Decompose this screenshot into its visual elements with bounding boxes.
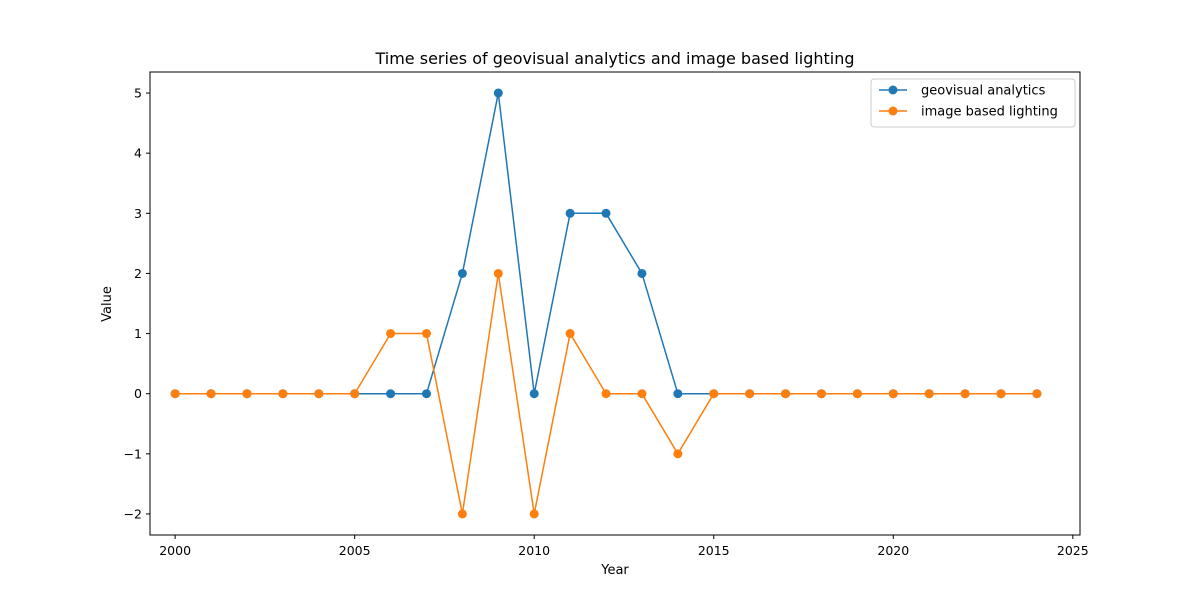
legend-items: geovisual analytics image based lighting: [879, 84, 1058, 120]
data-point: [852, 389, 862, 399]
y-axis-ticks: −2 −1 0 1 2 3 4 5: [124, 86, 150, 521]
x-tick-label: 2025: [1057, 543, 1089, 558]
legend-marker: [888, 106, 898, 116]
data-point: [386, 329, 396, 339]
x-axis-ticks: 2000 2005 2010 2015 2020 2025: [159, 535, 1089, 558]
x-axis-label: Year: [600, 563, 629, 578]
y-tick-label: 5: [134, 86, 142, 101]
x-tick-label: 2015: [698, 543, 730, 558]
series-layer: [170, 88, 1042, 519]
data-point: [601, 389, 611, 399]
y-tick-label: 0: [134, 386, 142, 401]
data-point: [673, 389, 683, 399]
data-point: [924, 389, 934, 399]
data-point: [565, 208, 575, 218]
data-point: [206, 389, 216, 399]
x-tick-label: 2000: [159, 543, 191, 558]
data-point: [565, 329, 575, 339]
y-tick-label: 1: [134, 326, 142, 341]
data-point: [637, 389, 647, 399]
y-axis-label: Value: [100, 286, 115, 322]
legend-label: geovisual analytics: [921, 84, 1046, 99]
legend-label: image based lighting: [921, 105, 1058, 120]
data-point: [888, 389, 898, 399]
data-point: [816, 389, 826, 399]
chart-title: Time series of geovisual analytics and i…: [374, 49, 854, 68]
y-tick-label: 4: [134, 146, 142, 161]
data-point: [278, 389, 288, 399]
data-point: [601, 208, 611, 218]
y-tick-label: 2: [134, 266, 142, 281]
data-point: [781, 389, 791, 399]
data-point: [386, 389, 396, 399]
data-point: [314, 389, 324, 399]
data-point: [350, 389, 360, 399]
x-tick-label: 2005: [339, 543, 371, 558]
data-point: [242, 389, 252, 399]
data-point: [493, 88, 503, 98]
data-point: [673, 449, 683, 459]
data-point: [1032, 389, 1042, 399]
data-point: [960, 389, 970, 399]
series-image-based-lighting: [170, 268, 1042, 519]
legend-marker: [888, 85, 898, 95]
data-point: [493, 268, 503, 278]
legend-item: geovisual analytics: [879, 84, 1046, 99]
data-point: [637, 268, 647, 278]
legend: geovisual analytics image based lighting: [870, 78, 1076, 128]
plot-area: [150, 72, 1080, 535]
data-point: [996, 389, 1006, 399]
plot-frame: [149, 71, 1081, 536]
legend-item: image based lighting: [879, 105, 1058, 120]
y-tick-label: −1: [124, 446, 142, 461]
data-point: [457, 268, 467, 278]
data-point: [170, 389, 180, 399]
y-tick-label: −2: [124, 506, 142, 521]
data-point: [709, 389, 719, 399]
data-point: [457, 509, 467, 519]
data-point: [529, 509, 539, 519]
y-tick-label: 3: [134, 206, 142, 221]
data-point: [421, 389, 431, 399]
data-point: [421, 329, 431, 339]
data-point: [529, 389, 539, 399]
x-tick-label: 2020: [877, 543, 909, 558]
legend-frame: [870, 78, 1076, 128]
data-point: [745, 389, 755, 399]
x-tick-label: 2010: [518, 543, 550, 558]
